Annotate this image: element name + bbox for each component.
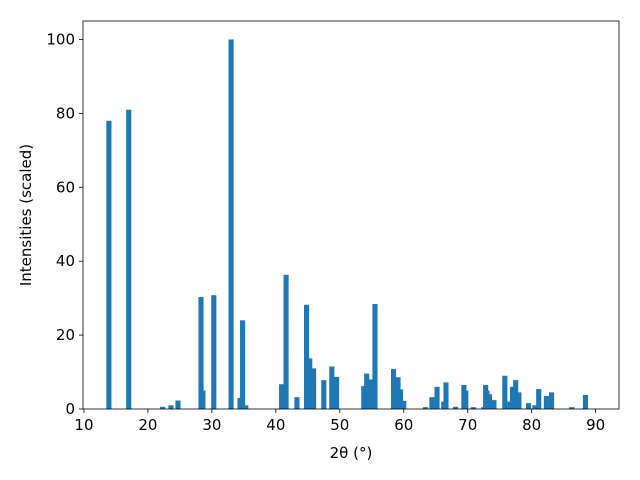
bar bbox=[228, 39, 234, 409]
bar bbox=[311, 368, 317, 409]
bar bbox=[334, 376, 340, 409]
bar bbox=[160, 406, 166, 409]
bar bbox=[453, 406, 459, 409]
bar bbox=[513, 380, 519, 409]
bar bbox=[283, 274, 289, 409]
x-tick-label: 60 bbox=[394, 416, 413, 434]
bar bbox=[106, 120, 112, 410]
x-tick-label: 30 bbox=[202, 416, 221, 434]
x-tick-label: 10 bbox=[74, 416, 93, 434]
bar bbox=[211, 295, 217, 409]
bar bbox=[470, 407, 477, 409]
bar bbox=[294, 397, 300, 409]
bar bbox=[532, 405, 538, 409]
bar bbox=[364, 373, 370, 409]
plot-frame bbox=[82, 20, 620, 410]
bar bbox=[367, 379, 374, 409]
bar bbox=[237, 397, 243, 409]
bar bbox=[390, 369, 397, 409]
x-tick-label: 20 bbox=[138, 416, 157, 434]
x-tick-label: 50 bbox=[330, 416, 349, 434]
bar bbox=[525, 403, 532, 409]
y-tick-label: 20 bbox=[56, 326, 75, 344]
bar bbox=[401, 400, 407, 409]
bar bbox=[126, 109, 132, 409]
bar bbox=[548, 392, 555, 409]
y-tick-label: 40 bbox=[56, 252, 75, 270]
bar bbox=[279, 384, 285, 409]
y-tick-label: 60 bbox=[56, 178, 75, 196]
bar bbox=[398, 389, 404, 409]
bar bbox=[443, 382, 449, 409]
bar bbox=[434, 386, 440, 409]
bar bbox=[321, 380, 327, 409]
bar bbox=[463, 390, 469, 409]
x-tick-label: 70 bbox=[458, 416, 477, 434]
bar bbox=[303, 304, 310, 409]
bar bbox=[329, 366, 335, 409]
bar bbox=[509, 386, 516, 409]
bar bbox=[198, 297, 204, 409]
bar bbox=[582, 394, 588, 409]
bar bbox=[361, 386, 367, 409]
bar bbox=[491, 400, 497, 409]
x-tick-label: 80 bbox=[522, 416, 541, 434]
x-axis-label: 2θ (°) bbox=[330, 444, 373, 462]
bar bbox=[516, 392, 522, 409]
bar bbox=[429, 397, 435, 409]
bar bbox=[200, 390, 206, 409]
y-tick-label: 80 bbox=[56, 104, 75, 122]
y-tick-label: 0 bbox=[65, 400, 75, 418]
x-tick-label: 40 bbox=[266, 416, 285, 434]
bar bbox=[168, 405, 174, 409]
y-tick-label: 100 bbox=[46, 30, 75, 48]
bar bbox=[502, 375, 508, 409]
bar bbox=[569, 407, 575, 409]
y-axis-label: Intensities (scaled) bbox=[17, 144, 35, 286]
bar bbox=[243, 405, 249, 409]
bar bbox=[543, 396, 549, 409]
bar bbox=[240, 320, 246, 409]
bar bbox=[486, 394, 493, 409]
x-tick-label: 90 bbox=[586, 416, 605, 434]
bar bbox=[372, 304, 378, 409]
bar bbox=[307, 358, 313, 409]
bar bbox=[422, 407, 429, 409]
bar bbox=[536, 389, 542, 409]
bar bbox=[175, 400, 181, 409]
